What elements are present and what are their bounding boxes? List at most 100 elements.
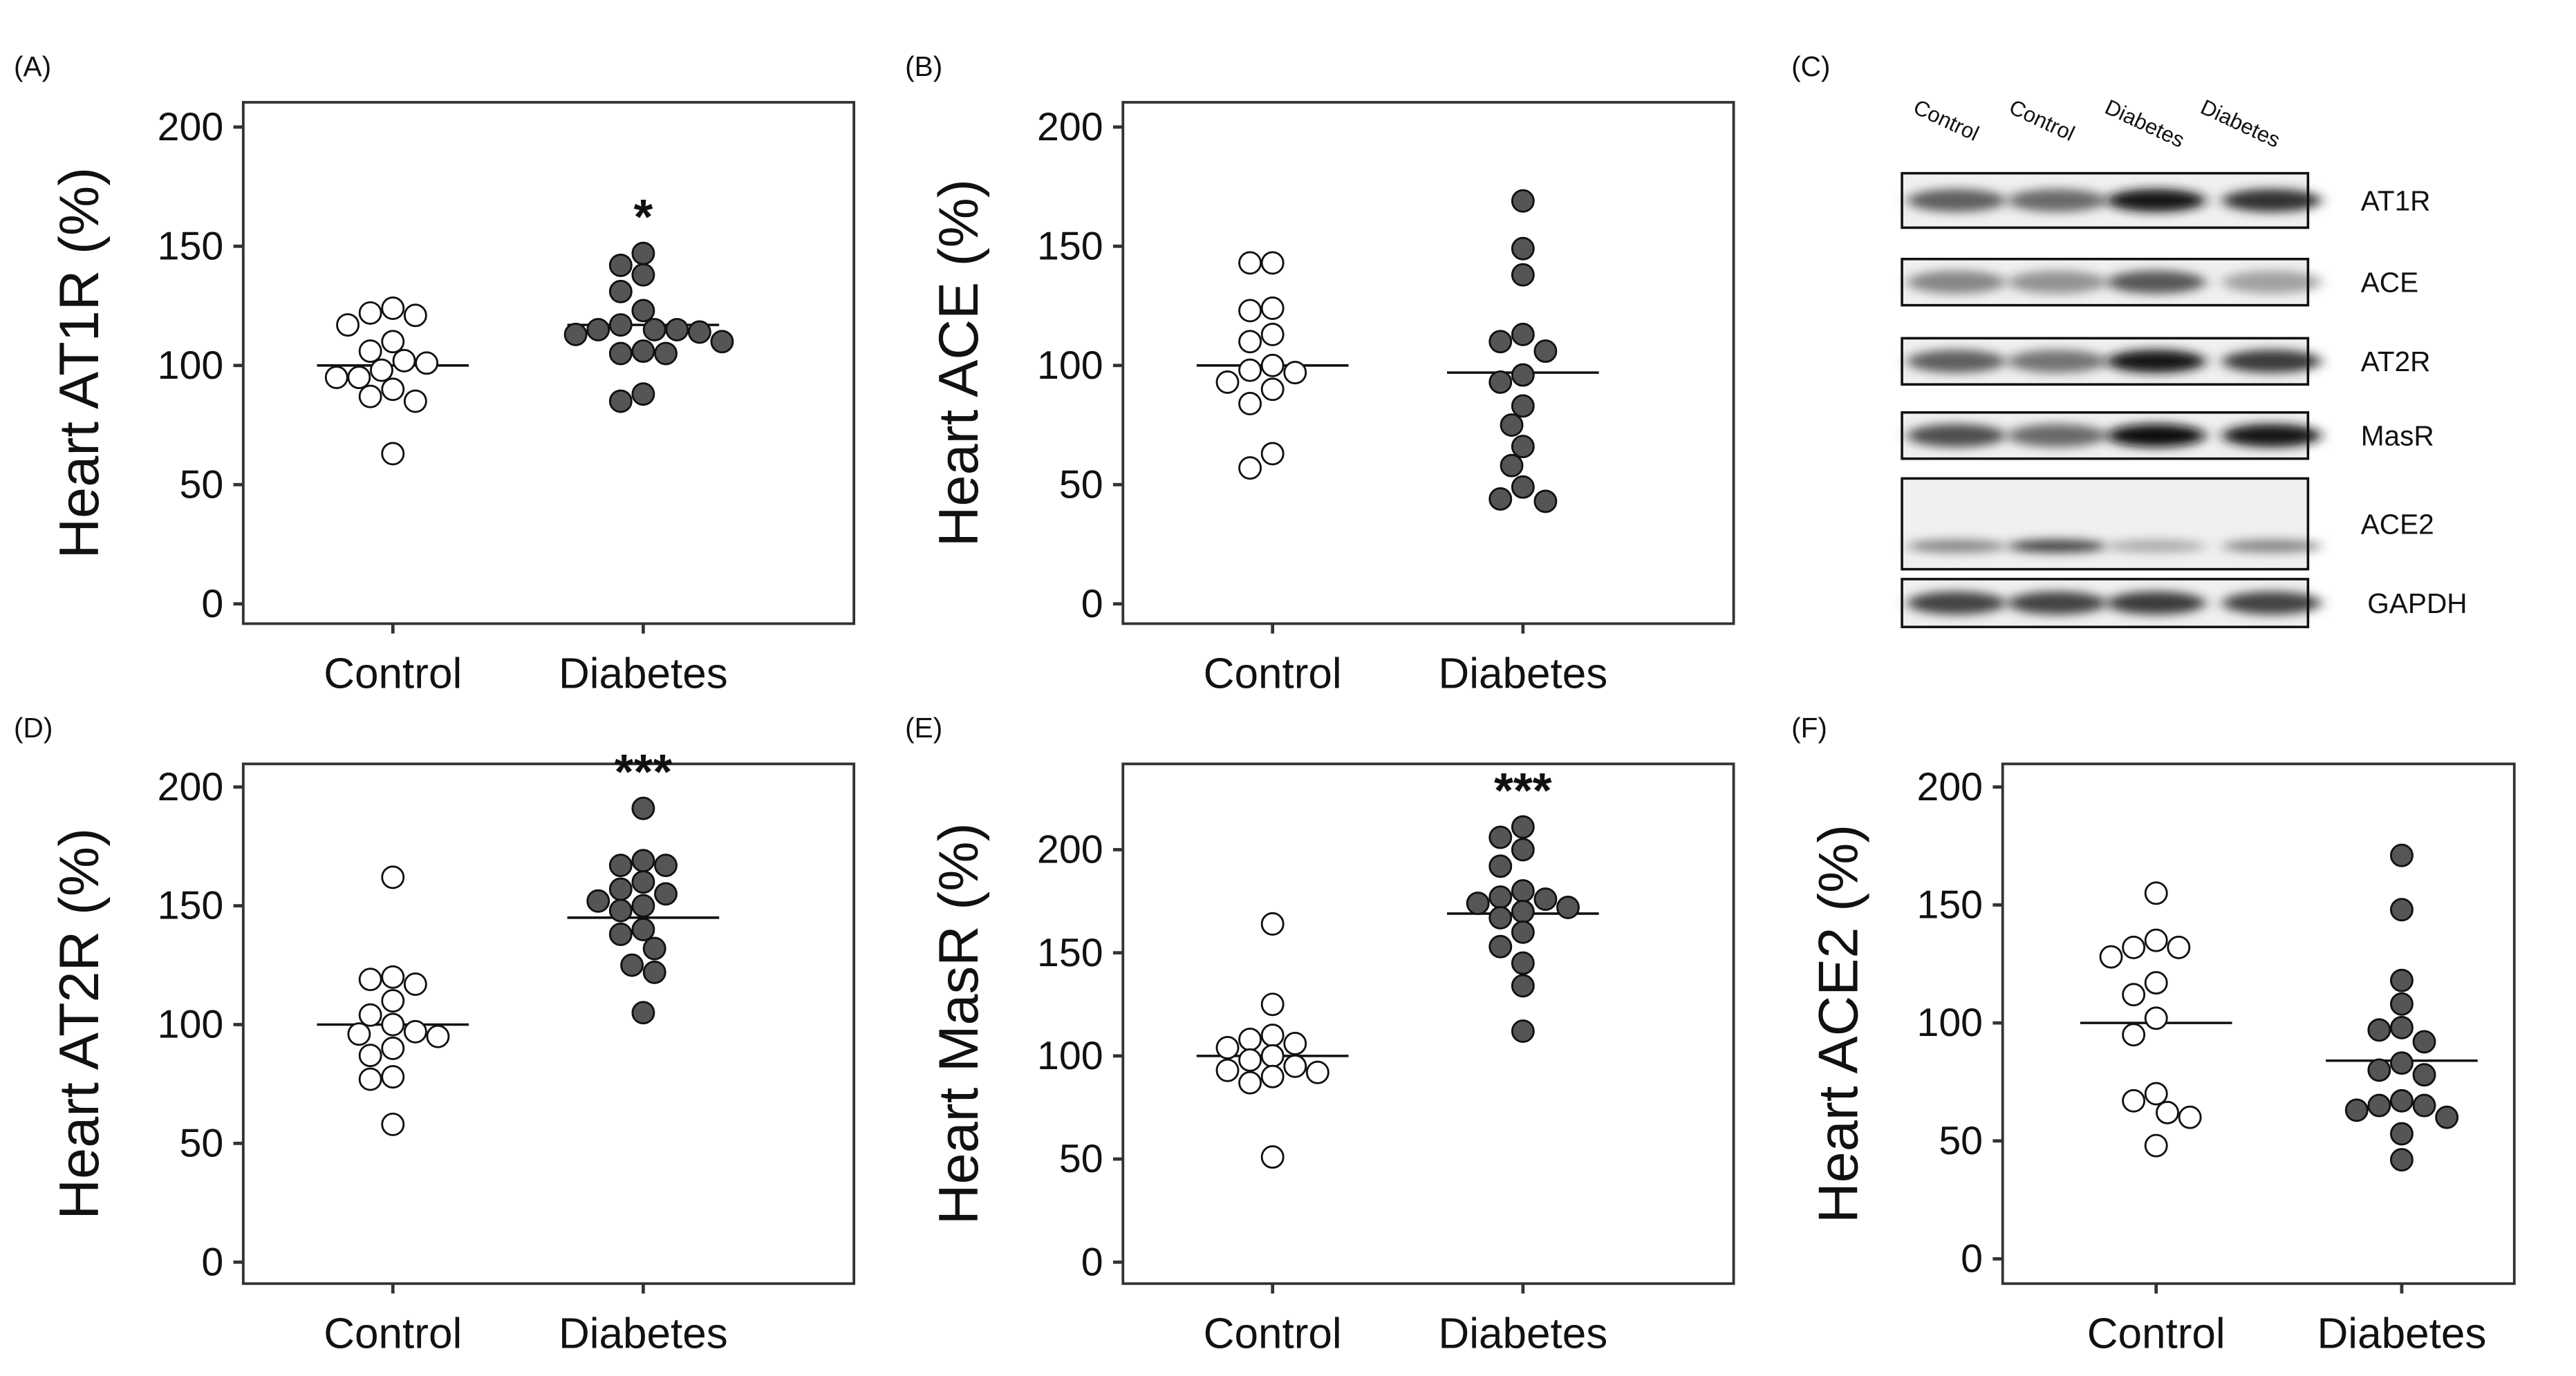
data-point [1511,815,1535,839]
data-point [608,279,633,303]
data-point [347,366,371,389]
data-point [1511,363,1535,387]
panel-b: (B) 0 50 100 150 200 Heart ACE (%) Control Diabe… [905,50,1735,698]
data-point [631,894,655,918]
series-control [2080,881,2232,1158]
x-tick-label: Control [324,650,462,697]
data-point [1488,370,1513,394]
data-point [1215,1058,1240,1082]
data-point [392,348,416,373]
data-point [1488,825,1513,849]
data-point [1511,322,1535,346]
data-point [631,263,655,287]
panel-label: (E) [905,712,942,744]
y-tick-label: 50 [179,462,223,507]
y-tick-label: 100 [158,343,224,388]
data-point [2389,968,2414,992]
data-point [2144,971,2168,995]
x-tick-label: Diabetes [1438,650,1607,697]
y-tick-label: 150 [158,224,224,268]
y-tick-label: 0 [1961,1237,1983,1281]
data-point [381,1036,405,1060]
data-point [358,1067,382,1091]
data-point [2144,928,2168,952]
y-tick-label: 100 [1916,1001,1983,1045]
y-tick-label: 200 [1037,105,1103,149]
data-point [563,322,588,346]
blot-frame [1901,477,2310,571]
band-label: ACE2 [2361,508,2434,540]
data-point [608,854,633,878]
data-point [1305,1060,1329,1084]
data-point [2389,1122,2414,1146]
y-tick-label: 100 [1037,343,1103,388]
lane-label: Diabetes [2197,95,2284,152]
data-point [654,882,678,906]
band-row-gapdh: GAPDH [1901,578,2467,628]
data-point [358,301,382,325]
data-point [2389,1051,2414,1075]
blot-frame [1901,337,2310,386]
data-point [631,299,655,323]
data-point [631,241,655,265]
data-point [2367,1093,2391,1118]
data-point [2389,992,2414,1016]
data-point [2367,1058,2391,1082]
data-point [403,389,427,413]
lane-label: Control [1910,95,1982,146]
data-point [2122,983,2146,1007]
data-point [358,339,382,364]
panel-f: (F) 0 50 100 150 200 Heart ACE2 (%) Control Diab… [1791,712,2516,1357]
series-control [317,296,469,466]
data-point [608,313,633,337]
data-point [620,953,644,977]
data-point [426,1024,450,1048]
protein-band [1907,270,2006,294]
protein-band [1907,539,2006,553]
protein-band [2107,539,2206,553]
data-point [358,1003,382,1027]
blot-background [1902,478,2308,569]
y-tick-label: 150 [1037,224,1103,268]
data-point [1238,1071,1262,1095]
panel-e: (E) 0 50 100 150 200 Heart MasR (%) Control Diab… [905,712,1735,1357]
data-point [415,351,439,375]
data-point [1260,1145,1285,1169]
panel-d: (D) 0 50 100 150 200 Heart AT2R (%) Control Diab… [14,712,856,1357]
data-point [608,389,633,413]
data-point [1260,442,1285,466]
y-tick-label: 200 [1916,765,1983,809]
data-point [1260,1024,1285,1047]
x-tick-label: Diabetes [2317,1310,2486,1357]
y-tick-label: 0 [201,1240,223,1284]
data-point [1511,475,1535,499]
data-point [1488,854,1513,878]
data-point [2367,1018,2391,1042]
data-point [2389,898,2414,922]
x-tick-label: Control [1204,650,1342,697]
plot-frame [1121,762,1735,1285]
data-point [631,849,655,873]
data-point [1511,879,1535,903]
panel-label: (A) [14,50,51,82]
protein-band [2222,189,2322,212]
data-point [1511,236,1535,261]
data-point [2389,1148,2414,1172]
band-row-at1r: AT1R [1901,171,2430,229]
protein-band [2107,591,2206,615]
protein-band [1907,591,2006,615]
x-tick-label: Control [2087,1310,2225,1357]
data-point [403,303,427,328]
data-point [2344,1098,2369,1122]
y-tick-label: 200 [158,765,224,809]
data-point [358,968,382,992]
data-point [381,965,405,989]
series-control [317,865,469,1136]
protein-band [2107,189,2206,212]
x-tick-label: Diabetes [1438,1310,1607,1357]
data-point [1500,453,1524,478]
data-point [2144,1133,2168,1158]
data-point [1260,377,1285,402]
protein-band [2007,539,2107,553]
protein-band [2007,591,2107,615]
